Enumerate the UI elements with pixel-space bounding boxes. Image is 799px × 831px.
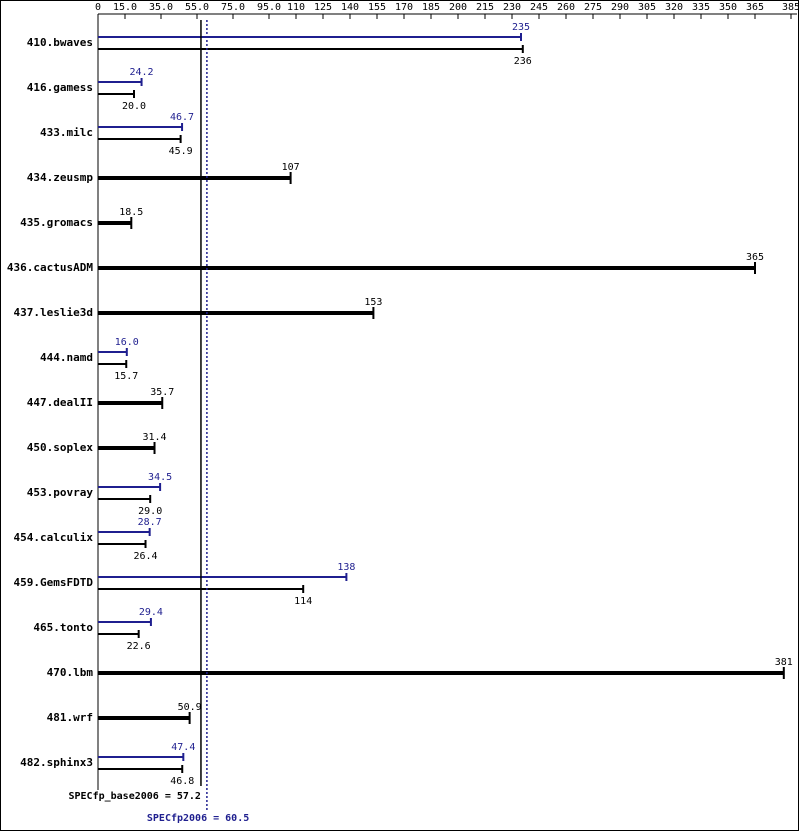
x-tick-label: 305 [638, 2, 656, 13]
x-tick-label: 275 [584, 2, 602, 13]
x-tick-label: 0 [95, 2, 101, 13]
x-tick-label: 230 [503, 2, 521, 13]
peak-value-label: 47.4 [171, 742, 195, 753]
base-value-label: 15.7 [114, 371, 138, 382]
x-tick-label: 110 [287, 2, 305, 13]
category-label: 434.zeusmp [27, 171, 94, 184]
x-tick-label: 245 [530, 2, 548, 13]
value-label: 35.7 [150, 387, 174, 398]
base-value-label: 20.0 [122, 101, 146, 112]
category-label: 410.bwaves [27, 36, 93, 49]
category-label: 470.lbm [47, 666, 94, 679]
value-label: 153 [364, 297, 382, 308]
base-value-label: 46.8 [170, 776, 194, 787]
category-label: 444.namd [40, 351, 93, 364]
peak-value-label: 28.7 [138, 517, 162, 528]
category-label: 454.calculix [14, 531, 94, 544]
x-tick-label: 125 [314, 2, 332, 13]
peak-value-label: 235 [512, 22, 530, 33]
value-label: 365 [746, 252, 764, 263]
x-tick-label: 170 [395, 2, 413, 13]
x-tick-label: 215 [476, 2, 494, 13]
x-tick-label: 55.0 [185, 2, 209, 13]
category-label: 433.milc [40, 126, 93, 139]
base-value-label: 236 [514, 56, 532, 67]
x-tick-label: 35.0 [149, 2, 173, 13]
value-label: 18.5 [119, 207, 143, 218]
x-tick-label: 95.0 [257, 2, 281, 13]
peak-value-label: 24.2 [130, 67, 154, 78]
category-label: 416.gamess [27, 81, 93, 94]
value-label: 31.4 [142, 432, 166, 443]
category-label: 453.povray [27, 486, 94, 499]
category-label: 450.soplex [27, 441, 94, 454]
value-label: 107 [282, 162, 300, 173]
x-tick-label: 260 [557, 2, 575, 13]
value-label: 381 [775, 657, 793, 668]
x-tick-label: 75.0 [221, 2, 245, 13]
category-label: 481.wrf [47, 711, 93, 724]
base-value-label: 22.6 [127, 641, 151, 652]
base-value-label: 45.9 [169, 146, 193, 157]
category-label: 447.dealII [27, 396, 93, 409]
base-value-label: 29.0 [138, 506, 162, 517]
x-tick-label: 290 [611, 2, 629, 13]
x-tick-label: 320 [665, 2, 683, 13]
x-tick-label: 200 [449, 2, 467, 13]
reference-label: SPECfp_base2006 = 57.2 [69, 791, 201, 802]
category-label: 437.leslie3d [14, 306, 93, 319]
peak-value-label: 34.5 [148, 472, 172, 483]
value-label: 50.9 [178, 702, 202, 713]
peak-value-label: 46.7 [170, 112, 194, 123]
x-tick-label: 155 [368, 2, 386, 13]
peak-value-label: 29.4 [139, 607, 163, 618]
category-label: 482.sphinx3 [20, 756, 93, 769]
category-label: 459.GemsFDTD [14, 576, 94, 589]
x-tick-label: 335 [692, 2, 710, 13]
reference-label: SPECfp2006 = 60.5 [147, 813, 249, 824]
x-tick-label: 385 [782, 2, 799, 13]
x-tick-label: 15.0 [113, 2, 137, 13]
category-label: 465.tonto [33, 621, 93, 634]
x-tick-label: 365 [746, 2, 764, 13]
x-tick-label: 350 [719, 2, 737, 13]
base-value-label: 26.4 [133, 551, 157, 562]
peak-value-label: 138 [337, 562, 355, 573]
base-value-label: 114 [294, 596, 312, 607]
x-tick-label: 185 [422, 2, 440, 13]
peak-value-label: 16.0 [115, 337, 139, 348]
category-label: 436.cactusADM [7, 261, 93, 274]
category-label: 435.gromacs [20, 216, 93, 229]
x-tick-label: 140 [341, 2, 359, 13]
